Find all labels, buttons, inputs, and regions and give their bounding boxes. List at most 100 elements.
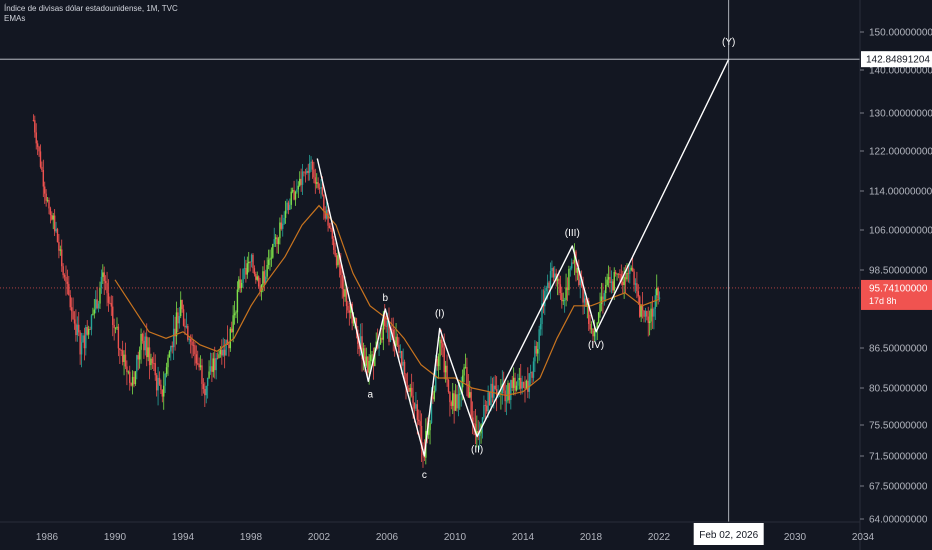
candle-body xyxy=(627,272,630,274)
candle-body xyxy=(245,268,247,275)
candle-body xyxy=(430,396,433,424)
wave-label: a xyxy=(368,389,374,400)
candle-body xyxy=(89,329,91,330)
candle-body xyxy=(318,187,321,189)
candle-body xyxy=(653,308,655,317)
candle-body xyxy=(246,263,249,275)
candle-body xyxy=(189,338,192,342)
candle-body xyxy=(58,242,60,251)
candle-body xyxy=(328,225,331,229)
candle-body xyxy=(406,386,409,388)
candle-body xyxy=(121,350,124,362)
candle-body xyxy=(527,380,529,392)
candle-body xyxy=(175,312,178,337)
candle-body xyxy=(439,339,441,357)
candle-body xyxy=(120,349,122,351)
wave-label: (IV) xyxy=(588,340,604,351)
candle-body xyxy=(440,339,443,344)
candle-body xyxy=(386,320,389,327)
candle-body xyxy=(623,277,625,286)
wave-label: (I) xyxy=(435,309,444,320)
candle-body xyxy=(651,308,654,317)
candle-body xyxy=(644,310,647,317)
candle-body xyxy=(606,279,608,285)
candle-body xyxy=(432,396,434,400)
candle-body xyxy=(180,299,182,317)
time-axis[interactable]: 1986 1990 1994 1998 2002 2006 2010 2014 2018 2022… xyxy=(36,532,875,543)
candle-body xyxy=(548,282,550,289)
candle-body xyxy=(48,200,50,209)
candle-body xyxy=(99,287,101,304)
candle-body xyxy=(206,377,209,386)
candle-body xyxy=(657,287,659,299)
candle-body xyxy=(70,307,73,312)
candle-body xyxy=(73,319,76,324)
candle-body xyxy=(192,345,195,347)
candle-body xyxy=(46,200,49,201)
candle-body xyxy=(481,417,484,425)
candle-body xyxy=(307,170,309,173)
candle-body xyxy=(590,328,593,330)
candle-body xyxy=(358,343,360,350)
wave-path xyxy=(316,58,730,457)
candle-body xyxy=(134,371,137,385)
candle-body xyxy=(525,380,528,389)
candle-body xyxy=(274,237,277,240)
price-tick-label: 67.50000000 xyxy=(869,482,928,493)
candle-body xyxy=(365,356,368,366)
candle-body xyxy=(308,163,311,173)
candle-body xyxy=(362,348,365,359)
candle-body xyxy=(83,335,86,349)
candle-body xyxy=(147,347,149,358)
candle-body xyxy=(61,249,63,267)
candle-body xyxy=(291,190,294,192)
candle-body xyxy=(239,279,241,289)
candle-body xyxy=(38,146,40,152)
candles-layer xyxy=(32,114,661,468)
candle-body xyxy=(252,254,254,269)
candle-body xyxy=(104,281,107,284)
candle-body xyxy=(593,330,596,337)
candle-body xyxy=(270,257,273,259)
candle-body xyxy=(454,394,457,411)
candle-body xyxy=(235,312,237,314)
candle-body xyxy=(367,356,369,373)
candle-body xyxy=(531,372,533,378)
indicator-label[interactable]: EMAs xyxy=(4,14,26,23)
candle-body xyxy=(589,323,591,330)
candle-body xyxy=(391,328,393,331)
candle-body xyxy=(221,349,223,356)
candle-body xyxy=(232,315,234,333)
candle-body xyxy=(300,178,302,185)
candle-body xyxy=(259,286,261,292)
symbol-title[interactable]: Índice de divisas dólar estadounidense, … xyxy=(4,4,178,13)
candle-body xyxy=(463,367,465,376)
candle-body xyxy=(600,296,603,304)
candle-body xyxy=(470,392,472,418)
candle-body xyxy=(96,299,98,309)
price-tick-label: 140.00000000 xyxy=(869,66,932,77)
candle-body xyxy=(97,303,100,309)
candle-body xyxy=(467,384,470,398)
candle-body xyxy=(398,344,400,353)
candle-body xyxy=(521,381,523,389)
candle-body xyxy=(185,325,188,328)
candle-body xyxy=(409,387,411,392)
candle-body xyxy=(469,392,471,398)
price-axis[interactable]: 150.00000000 140.00000000 130.00000000 122.… xyxy=(860,28,932,526)
candle-body xyxy=(562,300,564,302)
candle-body xyxy=(342,289,345,297)
candle-body xyxy=(583,298,586,303)
candle-body xyxy=(119,348,121,350)
candle-body xyxy=(512,377,515,388)
candle-body xyxy=(500,393,502,395)
candle-body xyxy=(226,339,229,345)
candle-body xyxy=(443,347,445,373)
axis-badges: 142.84891204 Feb 02, 2026 95.74100000 17d 8… xyxy=(693,51,932,545)
candle-body xyxy=(160,384,162,390)
candle-body xyxy=(340,264,342,276)
candle-body xyxy=(313,169,315,178)
candle-body xyxy=(215,357,217,371)
candle-body xyxy=(636,283,638,292)
